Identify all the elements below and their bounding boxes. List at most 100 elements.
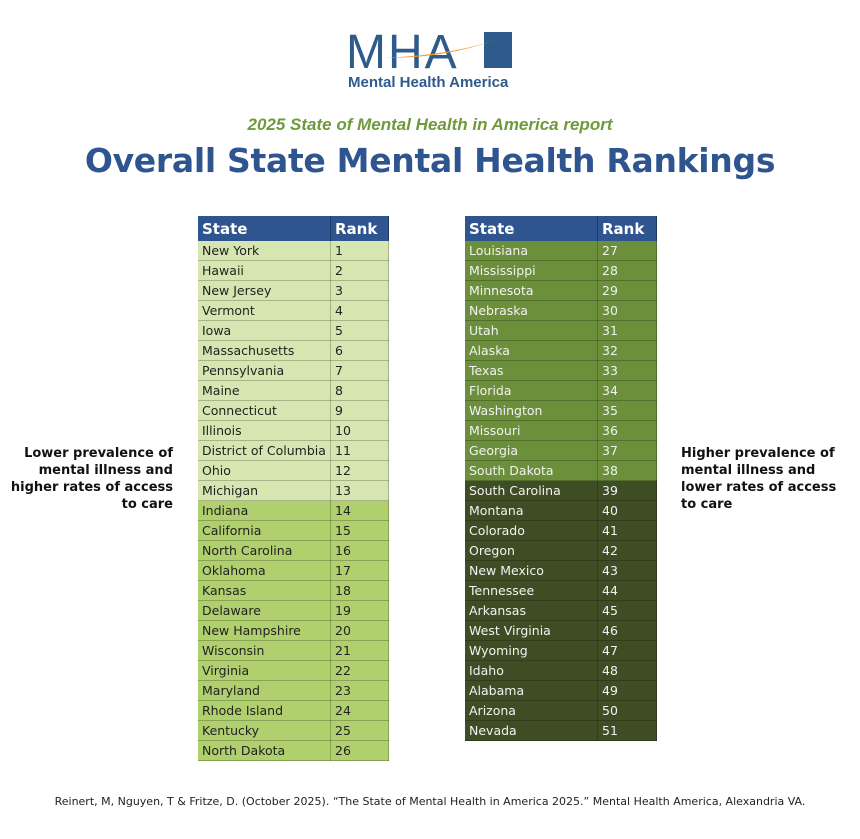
table-row: New Hampshire 20	[198, 620, 389, 641]
page-title: Overall State Mental Health Rankings	[84, 141, 776, 180]
state-cell: South Carolina	[465, 480, 598, 501]
table-row: New Jersey 3	[198, 280, 389, 301]
state-cell: Tennessee	[465, 580, 598, 601]
table-row: Nevada 51	[465, 720, 657, 741]
rank-cell: 49	[597, 680, 657, 701]
state-cell: District of Columbia	[198, 440, 331, 461]
rank-cell: 28	[597, 260, 657, 281]
rank-cell: 10	[330, 420, 389, 441]
state-cell: New York	[198, 241, 331, 261]
state-cell: Virginia	[198, 660, 331, 681]
table-row: Kansas 18	[198, 580, 389, 601]
rank-cell: 44	[597, 580, 657, 601]
state-cell: New Jersey	[198, 280, 331, 301]
state-cell: Utah	[465, 320, 598, 341]
rank-cell: 1	[330, 241, 389, 261]
state-cell: Delaware	[198, 600, 331, 621]
state-cell: New Hampshire	[198, 620, 331, 641]
citation: Reinert, M, Nguyen, T & Fritze, D. (Octo…	[54, 795, 806, 808]
table-row: Iowa 5	[198, 320, 389, 341]
state-cell: Missouri	[465, 420, 598, 441]
table-row: Wyoming 47	[465, 640, 657, 661]
rank-cell: 33	[597, 360, 657, 381]
rank-cell: 23	[330, 680, 389, 701]
mha-logo: MHA Mental Health America	[344, 28, 516, 94]
table-row: New Mexico 43	[465, 560, 657, 581]
table-row: Nebraska 30	[465, 300, 657, 321]
state-cell: Pennsylvania	[198, 360, 331, 381]
state-cell: Kentucky	[198, 720, 331, 741]
table-row: Alabama 49	[465, 680, 657, 701]
rank-cell: 37	[597, 440, 657, 461]
state-cell: Arizona	[465, 700, 598, 721]
table-row: District of Columbia 11	[198, 440, 389, 461]
rank-cell: 42	[597, 540, 657, 561]
table-row: Washington 35	[465, 400, 657, 421]
state-cell: Wisconsin	[198, 640, 331, 661]
rank-cell: 22	[330, 660, 389, 681]
rank-cell: 31	[597, 320, 657, 341]
table-row: Indiana 14	[198, 500, 389, 521]
rank-cell: 21	[330, 640, 389, 661]
table-row: Missouri 36	[465, 420, 657, 441]
state-cell: California	[198, 520, 331, 541]
state-cell: Oregon	[465, 540, 598, 561]
rank-header: Rank	[597, 216, 657, 241]
rank-cell: 41	[597, 520, 657, 541]
state-cell: Idaho	[465, 660, 598, 681]
table-row: Louisiana 27	[465, 241, 657, 261]
table-row: Tennessee 44	[465, 580, 657, 601]
rank-cell: 45	[597, 600, 657, 621]
state-cell: Alaska	[465, 340, 598, 361]
rank-cell: 47	[597, 640, 657, 661]
table-row: Kentucky 25	[198, 720, 389, 741]
state-cell: Nebraska	[465, 300, 598, 321]
state-cell: Oklahoma	[198, 560, 331, 581]
rank-cell: 11	[330, 440, 389, 461]
rank-cell: 26	[330, 740, 389, 761]
table-row: Minnesota 29	[465, 280, 657, 301]
rank-cell: 14	[330, 500, 389, 521]
rank-cell: 34	[597, 380, 657, 401]
table-row: Georgia 37	[465, 440, 657, 461]
table-row: Virginia 22	[198, 660, 389, 681]
svg-text:MHA: MHA	[346, 28, 459, 74]
state-cell: Arkansas	[465, 600, 598, 621]
rank-cell: 40	[597, 500, 657, 521]
state-cell: Iowa	[198, 320, 331, 341]
rankings-table-right: State Rank Louisiana 27 Mississippi 28 Minne…	[465, 216, 657, 741]
rank-cell: 4	[330, 300, 389, 321]
state-cell: Kansas	[198, 580, 331, 601]
state-cell: Hawaii	[198, 260, 331, 281]
table-row: Pennsylvania 7	[198, 360, 389, 381]
table-row: West Virginia 46	[465, 620, 657, 641]
state-header: State	[465, 216, 598, 241]
state-cell: Wyoming	[465, 640, 598, 661]
table-row: New York 1	[198, 241, 389, 261]
state-cell: Connecticut	[198, 400, 331, 421]
table-row: Vermont 4	[198, 300, 389, 321]
table-row: Florida 34	[465, 380, 657, 401]
table-row: North Carolina 16	[198, 540, 389, 561]
rank-header: Rank	[330, 216, 389, 241]
state-cell: South Dakota	[465, 460, 598, 481]
rank-cell: 50	[597, 700, 657, 721]
rank-cell: 13	[330, 480, 389, 501]
rank-cell: 35	[597, 400, 657, 421]
state-cell: Nevada	[465, 720, 598, 741]
table-row: Alaska 32	[465, 340, 657, 361]
rank-cell: 2	[330, 260, 389, 281]
state-cell: Massachusetts	[198, 340, 331, 361]
rank-cell: 19	[330, 600, 389, 621]
report-subtitle: 2025 State of Mental Health in America r…	[247, 115, 613, 134]
table-row: Maryland 23	[198, 680, 389, 701]
table-row: California 15	[198, 520, 389, 541]
rank-cell: 12	[330, 460, 389, 481]
state-cell: Washington	[465, 400, 598, 421]
table-row: Ohio 12	[198, 460, 389, 481]
rank-cell: 51	[597, 720, 657, 741]
rank-cell: 46	[597, 620, 657, 641]
rankings-table-left: State Rank New York 1 Hawaii 2 New Jersey 3 Ve…	[198, 216, 389, 761]
table-row: Mississippi 28	[465, 260, 657, 281]
table-row: Oregon 42	[465, 540, 657, 561]
